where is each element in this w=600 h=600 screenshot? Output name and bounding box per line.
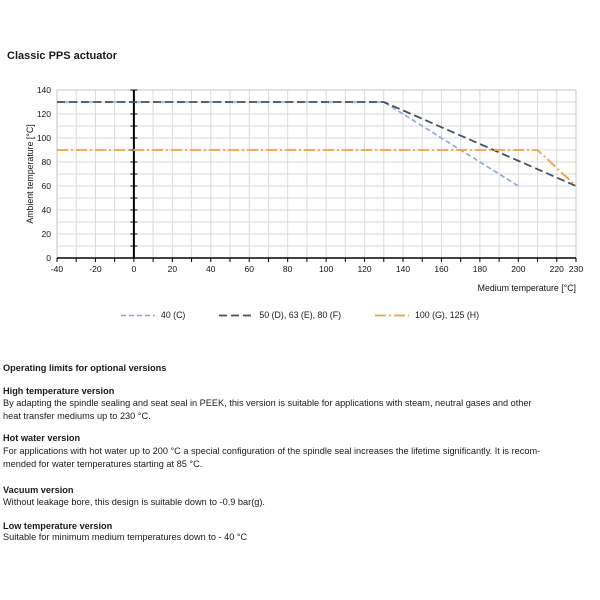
svg-text:100: 100: [37, 133, 51, 143]
svg-text:230: 230: [569, 264, 583, 274]
body-high-temperature-version: By adapting the spindle sealing and seat…: [3, 398, 532, 421]
svg-text:40: 40: [42, 205, 52, 215]
legend-line-swatch-icon: [219, 314, 254, 316]
legend-item-40c: 40 (C): [120, 310, 186, 320]
heading-vacuum-version: Vacuum version: [3, 485, 74, 495]
svg-text:0: 0: [132, 264, 137, 274]
section-heading-operating-limits: Operating limits for optional versions: [3, 363, 167, 373]
legend-line-swatch-icon: [375, 314, 410, 316]
svg-text:80: 80: [42, 157, 52, 167]
chart-legend: 40 (C) 50 (D), 63 (E), 80 (F) 100 (G), 1…: [0, 310, 600, 320]
svg-text:Medium temperature [°C]: Medium temperature [°C]: [478, 283, 576, 293]
svg-text:60: 60: [244, 264, 254, 274]
svg-text:Ambient temperature [°C]: Ambient temperature [°C]: [25, 124, 35, 223]
body-hot-water-version: For applications with hot water up to 20…: [3, 446, 541, 469]
svg-text:20: 20: [42, 229, 52, 239]
svg-text:220: 220: [550, 264, 564, 274]
svg-text:-40: -40: [51, 264, 64, 274]
svg-text:120: 120: [357, 264, 371, 274]
svg-text:0: 0: [46, 253, 51, 263]
svg-text:160: 160: [434, 264, 448, 274]
body-low-temperature-version: Suitable for minimum medium temperatures…: [3, 532, 248, 542]
heading-hot-water-version: Hot water version: [3, 433, 81, 443]
svg-text:60: 60: [42, 181, 52, 191]
svg-text:100: 100: [319, 264, 333, 274]
svg-text:140: 140: [396, 264, 410, 274]
svg-text:20: 20: [168, 264, 178, 274]
svg-text:140: 140: [37, 85, 51, 95]
heading-high-temperature-version: High temperature version: [3, 386, 115, 396]
legend-label: 40 (C): [160, 310, 186, 320]
line-chart: -40 -20 0 20 40 60 80 100 120 140 160 180 200 220 230 0…: [25, 85, 583, 293]
legend-item-100-125: 100 (G), 125 (H): [375, 310, 479, 320]
svg-text:-20: -20: [89, 264, 102, 274]
svg-text:120: 120: [37, 109, 51, 119]
legend-label: 50 (D), 63 (E), 80 (F): [259, 310, 342, 320]
legend-line-swatch-icon: [120, 314, 155, 316]
legend-item-50-63-80: 50 (D), 63 (E), 80 (F): [219, 310, 341, 320]
svg-text:40: 40: [206, 264, 216, 274]
legend-label: 100 (G), 125 (H): [415, 310, 480, 320]
chart-title: Classic PPS actuator: [7, 50, 118, 62]
body-vacuum-version: Without leakage bore, this design is sui…: [3, 497, 265, 507]
heading-low-temperature-version: Low temperature version: [3, 521, 113, 531]
svg-text:180: 180: [473, 264, 487, 274]
svg-text:200: 200: [511, 264, 525, 274]
svg-text:80: 80: [283, 264, 293, 274]
